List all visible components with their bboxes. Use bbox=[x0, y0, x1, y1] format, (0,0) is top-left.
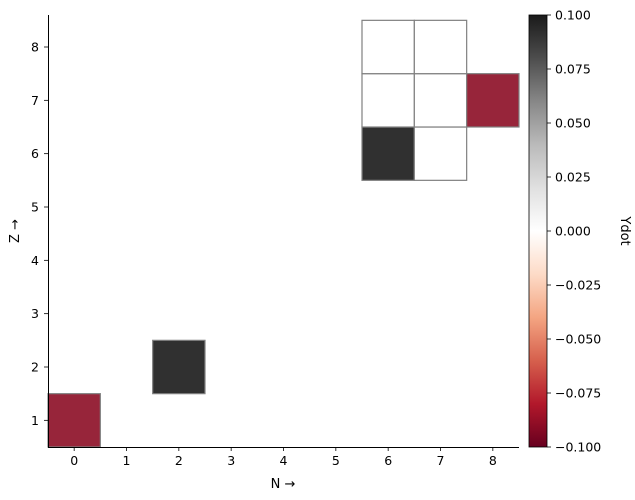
colorbar-tick-label: −0.025 bbox=[555, 278, 601, 293]
x-axis-ticks: 0 1 2 3 4 5 6 7 8 bbox=[70, 447, 497, 468]
colorbar-tick-label: 0.025 bbox=[555, 170, 591, 185]
y-tick-label: 8 bbox=[31, 40, 39, 55]
colorbar-gradient bbox=[529, 15, 547, 447]
x-tick-label: 6 bbox=[384, 453, 392, 468]
heatmap-cells bbox=[47, 19, 520, 448]
heatmap-cell bbox=[413, 126, 468, 181]
colorbar-tick-label: −0.100 bbox=[555, 440, 601, 455]
colorbar-title: Ydot bbox=[617, 215, 632, 245]
heatmap-cell bbox=[361, 19, 415, 75]
colorbar-tick-label: −0.075 bbox=[555, 386, 601, 401]
heatmap-cell bbox=[413, 19, 468, 75]
y-tick-label: 4 bbox=[31, 253, 39, 268]
heatmap-cell bbox=[47, 393, 101, 448]
x-tick-label: 0 bbox=[70, 453, 78, 468]
y-tick-label: 5 bbox=[31, 200, 39, 215]
x-axis-title: N → bbox=[271, 477, 296, 492]
x-tick-label: 1 bbox=[123, 453, 131, 468]
colorbar-tick-label: 0.050 bbox=[555, 116, 591, 131]
x-tick-label: 7 bbox=[437, 453, 445, 468]
colorbar-ticks: −0.100 −0.075 −0.050 −0.025 0.000 0.025 0.050 0… bbox=[547, 8, 601, 455]
x-tick-label: 2 bbox=[175, 453, 183, 468]
heatmap-cell bbox=[361, 126, 415, 181]
colorbar: −0.100 −0.075 −0.050 −0.025 0.000 0.025 0.050 0… bbox=[528, 8, 632, 455]
x-tick-label: 5 bbox=[332, 453, 340, 468]
heatmap-cell bbox=[361, 73, 415, 128]
y-tick-label: 1 bbox=[31, 413, 39, 428]
colorbar-tick-label: 0.075 bbox=[555, 62, 591, 77]
colorbar-tick-label: 0.100 bbox=[555, 8, 591, 23]
heatmap-cell bbox=[152, 339, 206, 395]
colorbar-tick-label: −0.050 bbox=[555, 332, 601, 347]
y-tick-label: 3 bbox=[31, 306, 39, 321]
y-tick-label: 7 bbox=[31, 93, 39, 108]
y-tick-label: 6 bbox=[31, 146, 39, 161]
heatmap-cell bbox=[413, 73, 468, 128]
colorbar-tick-label: 0.000 bbox=[555, 224, 591, 239]
heatmap-cell bbox=[466, 73, 520, 128]
x-tick-label: 8 bbox=[489, 453, 497, 468]
y-axis-title: Z → bbox=[8, 219, 23, 243]
x-tick-label: 4 bbox=[280, 453, 288, 468]
y-tick-label: 2 bbox=[31, 360, 39, 375]
x-tick-label: 3 bbox=[227, 453, 235, 468]
y-axis-ticks: 1 2 3 4 5 6 7 8 bbox=[31, 40, 48, 428]
